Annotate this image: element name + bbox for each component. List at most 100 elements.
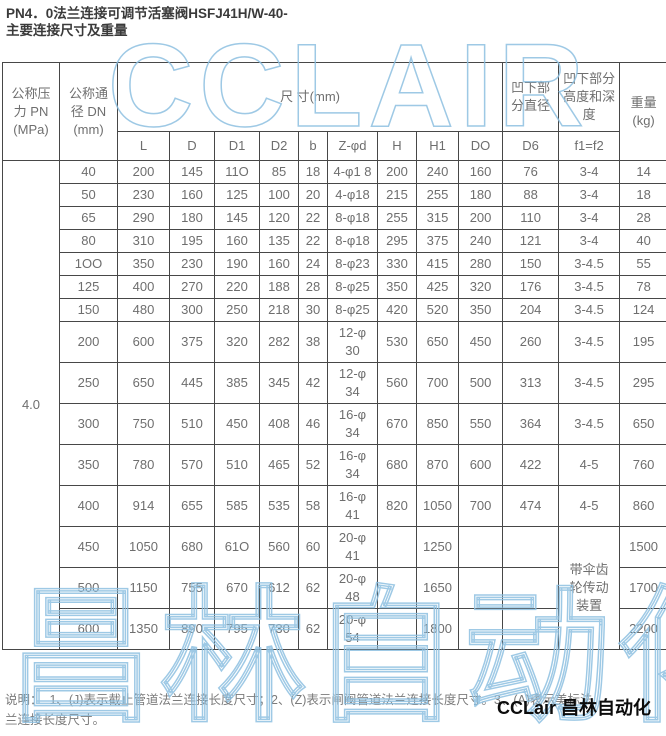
cell-zd: 8-φ18 xyxy=(327,229,378,253)
cell-dn: 400 xyxy=(59,485,118,527)
cell-d: 890 xyxy=(169,608,215,650)
cell-zd: 16-φ 41 xyxy=(327,485,378,527)
cell-b: 62 xyxy=(298,567,328,609)
footer-note-line1: 说明： 1、(J)表示截止管道法兰连接长度尺寸；2、(Z)表示闸阀管道法兰连接长… xyxy=(5,693,593,707)
cell-d6: 121 xyxy=(502,229,560,253)
table-row: 500 1150 755 670 612 62 20-φ 48 1650 170… xyxy=(3,567,666,609)
cell-h1: 870 xyxy=(416,444,459,486)
cell-d1: 385 xyxy=(214,362,260,404)
table-row: 150 480 300 250 218 30 8-φ25 420 520 350… xyxy=(3,298,666,322)
cell-h: 200 xyxy=(377,160,417,184)
cell-d2: 345 xyxy=(259,362,299,404)
cell-do: 280 xyxy=(457,252,504,276)
col-header-H: H xyxy=(377,131,417,161)
col-header-D: D xyxy=(169,131,215,161)
cell-d: 180 xyxy=(169,206,215,230)
cell-dn: 200 xyxy=(59,321,118,363)
cell-d: 510 xyxy=(169,403,215,445)
cell-d6 xyxy=(502,608,560,650)
cell-do: 180 xyxy=(457,183,504,207)
cell-h: 820 xyxy=(377,485,417,527)
cell-zd: 8-φ25 xyxy=(327,298,378,322)
cell-zd: 16-φ 34 xyxy=(327,444,378,486)
cell-do: 240 xyxy=(457,229,504,253)
cell-d1: 510 xyxy=(214,444,260,486)
cell-zd: 8-φ18 xyxy=(327,206,378,230)
cell-b: 22 xyxy=(298,229,328,253)
cell-d6: 110 xyxy=(502,206,560,230)
cell-b: 46 xyxy=(298,403,328,445)
cell-b: 62 xyxy=(298,608,328,650)
cell-zd: 12-φ 34 xyxy=(327,362,378,404)
cell-l: 1350 xyxy=(117,608,170,650)
cell-f: 3-4.5 xyxy=(558,321,621,363)
cell-do: 450 xyxy=(457,321,504,363)
cell-d2: 100 xyxy=(259,183,299,207)
brand-logo: CCLair 昌林自动化 xyxy=(497,698,652,718)
cell-f: 3-4 xyxy=(558,183,621,207)
cell-f: 3-4.5 xyxy=(558,275,621,299)
cell-l: 310 xyxy=(117,229,170,253)
cell-d1: 795 xyxy=(214,608,260,650)
cell-h: 420 xyxy=(377,298,417,322)
cell-do xyxy=(457,567,504,609)
cell-zd: 12-φ 30 xyxy=(327,321,378,363)
cell-d1: 125 xyxy=(214,183,260,207)
cell-d: 300 xyxy=(169,298,215,322)
cell-d2: 408 xyxy=(259,403,299,445)
cell-do: 160 xyxy=(457,160,504,184)
cell-d1: 160 xyxy=(214,229,260,253)
cell-d6: 150 xyxy=(502,252,560,276)
cell-dn: 125 xyxy=(59,275,118,299)
cell-f: 4-5 xyxy=(558,444,621,486)
cell-h1: 415 xyxy=(416,252,459,276)
cell-kg: 124 xyxy=(619,298,666,322)
cell-kg: 760 xyxy=(619,444,666,486)
cell-l: 750 xyxy=(117,403,170,445)
cell-l: 1150 xyxy=(117,567,170,609)
col-header-H1: H1 xyxy=(416,131,459,161)
dimensions-table: 公称压 力 PN (MPa) 公称通 径 DN (mm) 尺 寸(mm) 凹下部… xyxy=(2,62,666,650)
cell-d6 xyxy=(502,567,560,609)
cell-d2: 120 xyxy=(259,206,299,230)
table-row: 600 1350 890 795 730 62 20-φ 54 1800 220… xyxy=(3,608,666,650)
cell-d: 270 xyxy=(169,275,215,299)
cell-b: 24 xyxy=(298,252,328,276)
cell-h xyxy=(377,608,417,650)
cell-f: 4-5 xyxy=(558,485,621,527)
cell-h1: 1050 xyxy=(416,485,459,527)
cell-d1: 145 xyxy=(214,206,260,230)
cell-d: 655 xyxy=(169,485,215,527)
cell-dn: 500 xyxy=(59,567,118,609)
cell-d: 680 xyxy=(169,526,215,568)
cell-kg: 1700 xyxy=(619,567,666,609)
cell-kg: 78 xyxy=(619,275,666,299)
cell-d2: 160 xyxy=(259,252,299,276)
cell-do: 600 xyxy=(457,444,504,486)
cell-zd: 4-φ1 8 xyxy=(327,160,378,184)
cell-l: 780 xyxy=(117,444,170,486)
cell-d: 230 xyxy=(169,252,215,276)
cell-b: 22 xyxy=(298,206,328,230)
cell-h1: 520 xyxy=(416,298,459,322)
cell-h: 255 xyxy=(377,206,417,230)
cell-zd: 20-φ 48 xyxy=(327,567,378,609)
cell-d2: 730 xyxy=(259,608,299,650)
cell-do: 500 xyxy=(457,362,504,404)
cell-dn: 450 xyxy=(59,526,118,568)
cell-d1: 61O xyxy=(214,526,260,568)
col-header-f1f2: f1=f2 xyxy=(558,131,621,161)
table-row: 300 750 510 450 408 46 16-φ 34 670 850 5… xyxy=(3,403,666,445)
cell-d1: 190 xyxy=(214,252,260,276)
cell-b: 38 xyxy=(298,321,328,363)
cell-f: 3-4 xyxy=(558,160,621,184)
cell-d1: 11O xyxy=(214,160,260,184)
cell-f: 3-4.5 xyxy=(558,298,621,322)
cell-dn: 1OO xyxy=(59,252,118,276)
cell-f: 3-4.5 xyxy=(558,252,621,276)
cell-kg: 40 xyxy=(619,229,666,253)
cell-kg: 860 xyxy=(619,485,666,527)
cell-h1: 255 xyxy=(416,183,459,207)
cell-l: 200 xyxy=(117,160,170,184)
cell-h: 215 xyxy=(377,183,417,207)
